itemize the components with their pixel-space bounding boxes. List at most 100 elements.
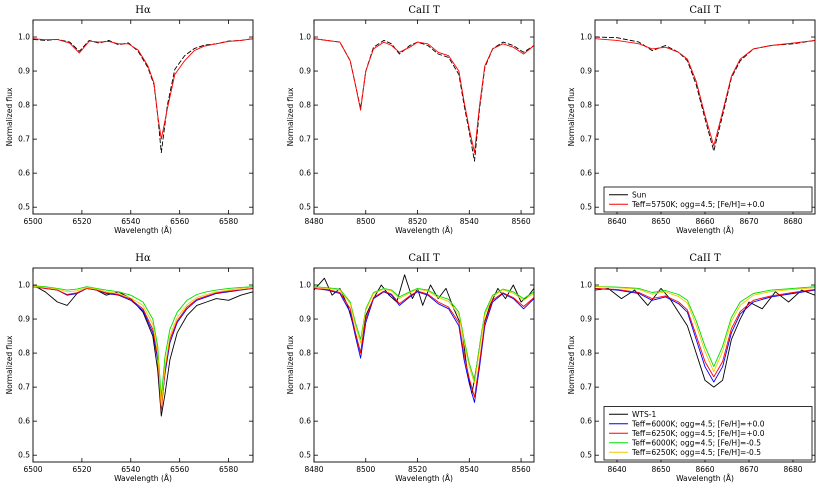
y-axis-label: Normalized flux [286, 87, 295, 146]
y-tick-label: 0.7 [580, 135, 592, 144]
x-tick-label: 8650 [651, 465, 670, 474]
y-tick-label: 1.0 [299, 281, 311, 290]
x-tick-label: 8680 [783, 465, 802, 474]
series-line-1 [595, 36, 815, 152]
series-line-4 [314, 286, 534, 381]
series-line-1 [33, 38, 253, 154]
panel-2: CaII T 8480 8500 8520 8540 8560 0.5 0.6 0.7 0.8 0.… [286, 5, 535, 235]
y-tick-label: 0.8 [299, 101, 311, 110]
plot-frame [32, 19, 254, 215]
y-tick-label: 0.9 [299, 67, 311, 76]
series-line-1 [33, 284, 253, 417]
series-line-2 [314, 287, 534, 403]
y-tick-label: 0.7 [580, 383, 592, 392]
plot-frame [32, 267, 254, 463]
panel-title: CaII T [689, 5, 721, 16]
x-axis-label: Wavelength (Å) [676, 226, 734, 235]
series-group [595, 285, 815, 388]
panel-5: CaII T 8480 8500 8520 8540 8560 0.5 0.6 0.7 0.8 0.… [286, 253, 535, 483]
plot-frame [313, 19, 535, 215]
legend-box [603, 406, 813, 461]
legend-label: Sun [632, 190, 647, 199]
series-line-5 [33, 285, 253, 407]
series-line-1 [595, 287, 815, 388]
y-tick-label: 0.7 [299, 135, 311, 144]
y-tick-label: 0.6 [299, 417, 311, 426]
panel-3: CaII T 8640 8650 8660 8670 8680 0.5 0.6 0.7 0.8 0.… [567, 5, 816, 235]
legend-label: Teff=5750K; ogg=4.5; [Fe/H]=+0.0 [631, 200, 765, 209]
series-line-2 [33, 286, 253, 408]
y-tick-label: 0.8 [18, 101, 30, 110]
legend-label: Teff=6000K; ogg=4.5; [Fe/H]=+0.0 [631, 419, 765, 428]
y-tick-label: 0.9 [580, 315, 592, 324]
series-line-3 [33, 286, 253, 412]
x-tick-label: 8640 [607, 465, 626, 474]
y-tick-label: 0.7 [18, 383, 30, 392]
series-line-3 [314, 287, 534, 398]
x-tick-label: 8480 [304, 217, 323, 226]
y-tick-label: 0.9 [18, 67, 30, 76]
x-tick-label: 6580 [219, 465, 238, 474]
y-tick-label: 0.8 [580, 349, 592, 358]
x-axis-label: Wavelength (Å) [395, 474, 453, 483]
x-tick-label: 8520 [408, 217, 427, 226]
x-tick-label: 6540 [121, 465, 140, 474]
y-axis-label: Normalized flux [286, 335, 295, 394]
x-tick-label: 8640 [607, 217, 626, 226]
x-axis-label: Wavelength (Å) [395, 226, 453, 235]
series-group [33, 38, 253, 154]
panel-title: CaII T [689, 253, 721, 264]
y-axis-label: Normalized flux [5, 87, 14, 146]
y-tick-label: 0.9 [18, 315, 30, 324]
legend-label: Teff=6250K; ogg=4.5; [Fe/H]=+0.0 [631, 429, 765, 438]
y-tick-label: 0.5 [18, 203, 30, 212]
y-tick-label: 0.5 [18, 451, 30, 460]
y-tick-label: 0.5 [580, 203, 592, 212]
panel-6: CaII T 8640 8650 8660 8670 8680 0.5 0.6 0.7 0.8 0.… [567, 253, 816, 483]
x-tick-label: 6580 [219, 217, 238, 226]
x-tick-label: 6500 [23, 217, 42, 226]
y-tick-label: 0.9 [299, 315, 311, 324]
series-line-4 [595, 285, 815, 368]
x-tick-label: 6540 [121, 217, 140, 226]
y-tick-label: 0.8 [580, 101, 592, 110]
series-line-2 [33, 38, 253, 140]
panel-title: CaII T [408, 253, 440, 264]
x-tick-label: 6560 [170, 217, 189, 226]
x-axis-label: Wavelength (Å) [676, 474, 734, 483]
x-tick-label: 8540 [460, 217, 479, 226]
y-tick-label: 1.0 [18, 281, 30, 290]
panel-title: Hα [135, 253, 151, 264]
y-tick-label: 0.6 [299, 169, 311, 178]
y-tick-label: 0.9 [580, 67, 592, 76]
x-tick-label: 8500 [356, 465, 375, 474]
plot-frame [594, 19, 816, 215]
y-tick-label: 0.5 [299, 451, 311, 460]
y-tick-label: 0.6 [18, 169, 30, 178]
y-tick-label: 0.6 [18, 417, 30, 426]
x-tick-label: 8670 [739, 465, 758, 474]
series-group [314, 38, 534, 162]
series-line-2 [595, 38, 815, 147]
y-axis-label: Normalized flux [5, 335, 14, 394]
y-tick-label: 0.7 [299, 383, 311, 392]
x-tick-label: 8680 [783, 217, 802, 226]
series-line-5 [595, 286, 815, 373]
y-tick-label: 0.5 [299, 203, 311, 212]
y-tick-label: 0.7 [18, 135, 30, 144]
y-axis-label: Normalized flux [567, 335, 576, 394]
y-tick-label: 0.8 [299, 349, 311, 358]
y-tick-label: 0.6 [580, 417, 592, 426]
x-tick-label: 8500 [356, 217, 375, 226]
y-tick-label: 1.0 [580, 33, 592, 42]
panel-1: Hα 6500 6520 6540 6560 6580 0.5 0.6 0.7 0.8 0.9 1.0… [5, 5, 254, 235]
panel-title: Hα [135, 5, 151, 16]
y-axis-label: Normalized flux [567, 87, 576, 146]
y-tick-label: 1.0 [299, 33, 311, 42]
plot-frame [594, 267, 816, 463]
legend-label: WTS-1 [632, 410, 656, 419]
legend-label: Teff=6000K; ogg=4.5; [Fe/H]=-0.5 [631, 438, 761, 447]
